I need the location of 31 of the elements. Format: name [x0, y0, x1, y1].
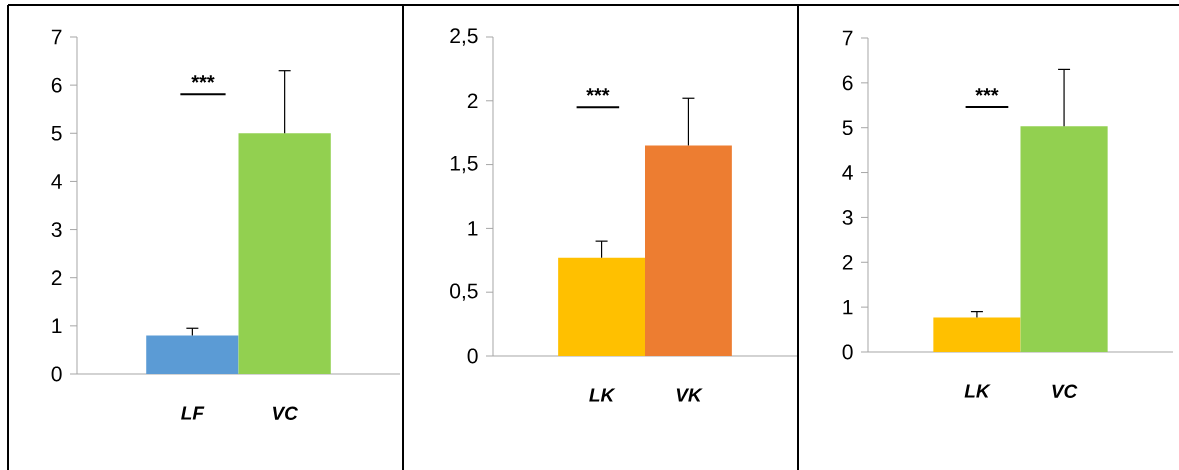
x-tick-label: VC: [1052, 384, 1078, 398]
y-tick-label: 0: [51, 366, 62, 382]
y-tick-label: 3: [842, 209, 853, 225]
y-tick-label: 5: [842, 120, 853, 136]
y-tick-label: 4: [51, 174, 62, 189]
x-tick-label: LK: [964, 384, 991, 398]
y-tick-label: 0: [842, 344, 853, 360]
y-tick-label: 2,5: [450, 28, 478, 46]
y-tick-label: 6: [842, 75, 853, 91]
y-tick-label: 0,5: [450, 283, 478, 301]
x-tick-label: LF: [181, 406, 205, 420]
x-tick-label: VC: [273, 406, 299, 420]
y-tick-label: 6: [51, 77, 62, 93]
y-tick-label: 5: [51, 125, 62, 141]
y-tick-label: 2: [51, 270, 62, 286]
y-tick-label: 2: [842, 254, 853, 270]
annotation: ***: [191, 75, 215, 83]
y-tick-label: 2: [467, 93, 478, 109]
y-tick-label: 1,5: [450, 156, 478, 174]
y-tick-label: 7: [51, 29, 62, 45]
annotation: ***: [586, 88, 610, 96]
y-tick-label: 1: [843, 299, 853, 315]
x-tick-label: LK: [589, 388, 616, 402]
y-tick-label: 4: [842, 165, 853, 180]
y-tick-label: 0: [467, 348, 478, 364]
x-tick-label: VK: [676, 388, 703, 402]
y-tick-label: 1: [468, 221, 478, 236]
y-tick-label: 7: [842, 30, 853, 46]
y-tick-label: 3: [51, 222, 62, 237]
y-tick-label: 1: [52, 318, 62, 334]
annotation: ***: [975, 88, 999, 96]
